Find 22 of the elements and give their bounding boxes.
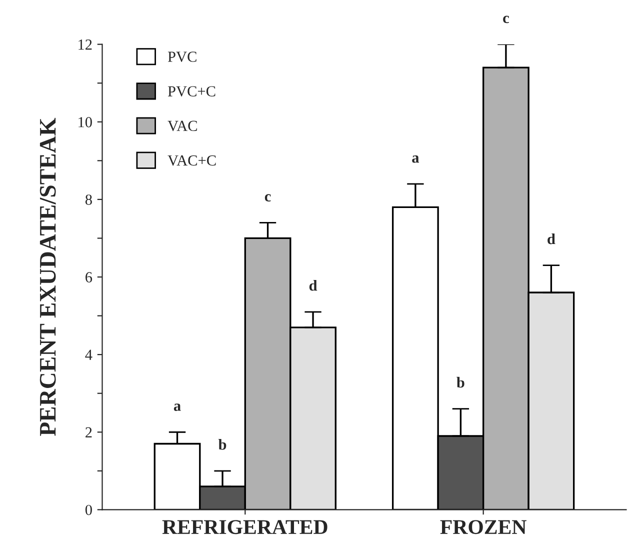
- annotation: b: [218, 438, 226, 450]
- y-tick-label: 10: [78, 117, 92, 128]
- legend-label: VAC+C: [168, 155, 216, 166]
- annotation: a: [174, 404, 181, 411]
- y-tick-label: 2: [86, 427, 92, 438]
- legend-label: PVC: [168, 52, 196, 62]
- y-axis-title: PERCENT EXUDATE/STEAK: [40, 118, 56, 436]
- annotation: d: [548, 233, 556, 244]
- annotation: b: [456, 376, 464, 388]
- legend-label: PVC+C: [168, 86, 216, 97]
- y-tick-label: 8: [85, 194, 92, 205]
- x-tick-label: REFRIGERATED: [162, 520, 328, 534]
- annotation: d: [309, 280, 318, 291]
- legend-label: VAC: [168, 120, 197, 132]
- annotation: c: [264, 194, 271, 202]
- y-tick-label: 4: [85, 350, 92, 360]
- y-tick-label: 6: [86, 272, 92, 282]
- annotation: a: [412, 155, 420, 163]
- y-tick-label: 12: [78, 40, 92, 50]
- y-tick-label: 0: [85, 504, 92, 516]
- x-tick-label: FROZEN: [440, 520, 526, 534]
- text: c: [503, 16, 509, 24]
